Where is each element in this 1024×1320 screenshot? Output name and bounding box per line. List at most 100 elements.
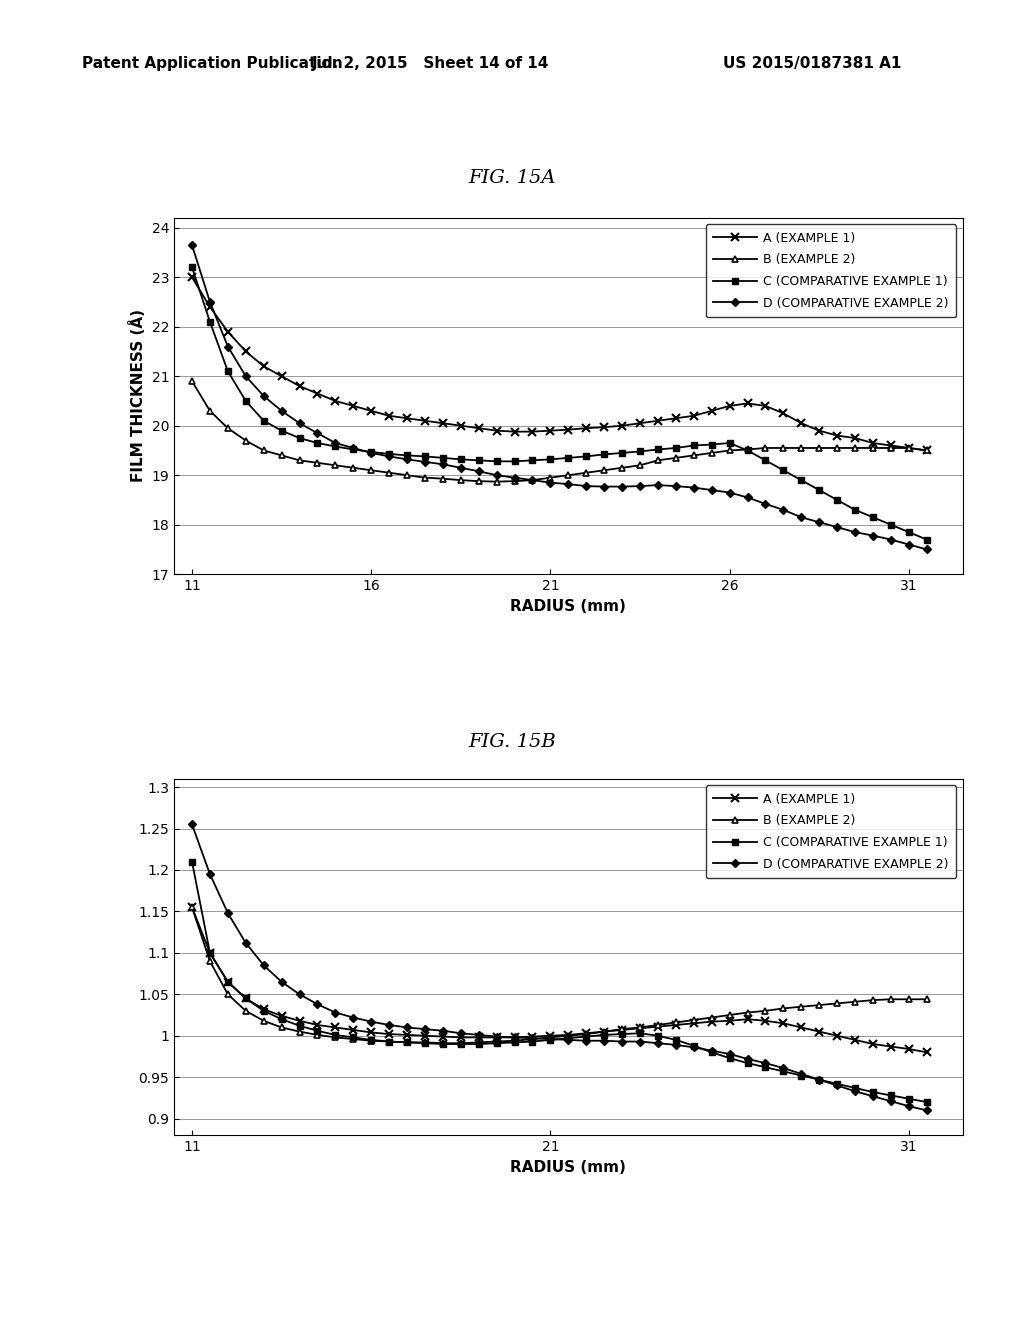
C (COMPARATIVE EXAMPLE 1) bbox=[311, 1023, 324, 1039]
A (EXAMPLE 1) bbox=[813, 422, 825, 438]
D (COMPARATIVE EXAMPLE 2) bbox=[366, 445, 378, 461]
C (COMPARATIVE EXAMPLE 1) bbox=[634, 1026, 646, 1041]
D (COMPARATIVE EXAMPLE 2) bbox=[706, 482, 718, 498]
D (COMPARATIVE EXAMPLE 2) bbox=[311, 425, 324, 441]
D (COMPARATIVE EXAMPLE 2) bbox=[509, 470, 521, 486]
B (EXAMPLE 2) bbox=[616, 1022, 629, 1038]
A (EXAMPLE 1) bbox=[347, 399, 359, 414]
B (EXAMPLE 2) bbox=[885, 440, 897, 455]
B (EXAMPLE 2) bbox=[455, 1035, 467, 1051]
C (COMPARATIVE EXAMPLE 1) bbox=[293, 1018, 305, 1034]
Line: A (EXAMPLE 1): A (EXAMPLE 1) bbox=[187, 903, 931, 1056]
D (COMPARATIVE EXAMPLE 2) bbox=[347, 1010, 359, 1026]
D (COMPARATIVE EXAMPLE 2) bbox=[616, 479, 629, 495]
B (EXAMPLE 2) bbox=[240, 433, 252, 449]
D (COMPARATIVE EXAMPLE 2) bbox=[741, 1051, 754, 1067]
D (COMPARATIVE EXAMPLE 2) bbox=[473, 463, 485, 479]
C (COMPARATIVE EXAMPLE 1) bbox=[580, 449, 592, 465]
C (COMPARATIVE EXAMPLE 1) bbox=[885, 1088, 897, 1104]
C (COMPARATIVE EXAMPLE 1) bbox=[616, 445, 629, 461]
C (COMPARATIVE EXAMPLE 1) bbox=[437, 1036, 450, 1052]
C (COMPARATIVE EXAMPLE 1) bbox=[419, 449, 431, 465]
A (EXAMPLE 1) bbox=[509, 1030, 521, 1045]
B (EXAMPLE 2) bbox=[419, 1035, 431, 1051]
B (EXAMPLE 2) bbox=[347, 1031, 359, 1047]
D (COMPARATIVE EXAMPLE 2) bbox=[275, 974, 288, 990]
A (EXAMPLE 1) bbox=[849, 430, 861, 446]
C (COMPARATIVE EXAMPLE 1) bbox=[383, 446, 395, 462]
C (COMPARATIVE EXAMPLE 1) bbox=[185, 259, 198, 276]
D (COMPARATIVE EXAMPLE 2) bbox=[545, 475, 557, 491]
A (EXAMPLE 1) bbox=[706, 403, 718, 418]
A (EXAMPLE 1) bbox=[330, 393, 342, 409]
D (COMPARATIVE EXAMPLE 2) bbox=[293, 416, 305, 432]
A (EXAMPLE 1) bbox=[526, 424, 539, 440]
C (COMPARATIVE EXAMPLE 1) bbox=[258, 1003, 270, 1019]
C (COMPARATIVE EXAMPLE 1) bbox=[526, 1034, 539, 1049]
D (COMPARATIVE EXAMPLE 2) bbox=[366, 1014, 378, 1030]
A (EXAMPLE 1) bbox=[419, 1028, 431, 1044]
B (EXAMPLE 2) bbox=[777, 1001, 790, 1016]
B (EXAMPLE 2) bbox=[634, 458, 646, 474]
B (EXAMPLE 2) bbox=[921, 442, 933, 458]
C (COMPARATIVE EXAMPLE 1) bbox=[796, 1068, 808, 1084]
D (COMPARATIVE EXAMPLE 2) bbox=[885, 1093, 897, 1109]
D (COMPARATIVE EXAMPLE 2) bbox=[616, 1034, 629, 1049]
C (COMPARATIVE EXAMPLE 1) bbox=[401, 447, 414, 463]
A (EXAMPLE 1) bbox=[760, 399, 772, 414]
B (EXAMPLE 2) bbox=[724, 442, 736, 458]
A (EXAMPLE 1) bbox=[401, 1027, 414, 1043]
B (EXAMPLE 2) bbox=[509, 474, 521, 490]
A (EXAMPLE 1) bbox=[866, 1036, 879, 1052]
B (EXAMPLE 2) bbox=[580, 465, 592, 480]
B (EXAMPLE 2) bbox=[741, 441, 754, 458]
D (COMPARATIVE EXAMPLE 2) bbox=[866, 528, 879, 544]
D (COMPARATIVE EXAMPLE 2) bbox=[545, 1031, 557, 1047]
B (EXAMPLE 2) bbox=[330, 1030, 342, 1045]
A (EXAMPLE 1) bbox=[490, 422, 503, 438]
C (COMPARATIVE EXAMPLE 1) bbox=[652, 441, 665, 458]
C (COMPARATIVE EXAMPLE 1) bbox=[866, 1084, 879, 1100]
D (COMPARATIVE EXAMPLE 2) bbox=[275, 403, 288, 418]
D (COMPARATIVE EXAMPLE 2) bbox=[490, 1028, 503, 1044]
B (EXAMPLE 2) bbox=[509, 1032, 521, 1048]
A (EXAMPLE 1) bbox=[849, 1032, 861, 1048]
B (EXAMPLE 2) bbox=[383, 1034, 395, 1049]
Line: A (EXAMPLE 1): A (EXAMPLE 1) bbox=[187, 273, 931, 454]
C (COMPARATIVE EXAMPLE 1) bbox=[760, 1060, 772, 1076]
A (EXAMPLE 1) bbox=[796, 416, 808, 432]
C (COMPARATIVE EXAMPLE 1) bbox=[366, 1032, 378, 1048]
D (COMPARATIVE EXAMPLE 2) bbox=[240, 368, 252, 384]
D (COMPARATIVE EXAMPLE 2) bbox=[330, 436, 342, 451]
A (EXAMPLE 1) bbox=[724, 1012, 736, 1028]
C (COMPARATIVE EXAMPLE 1) bbox=[240, 393, 252, 409]
D (COMPARATIVE EXAMPLE 2) bbox=[813, 515, 825, 531]
B (EXAMPLE 2) bbox=[760, 440, 772, 455]
D (COMPARATIVE EXAMPLE 2) bbox=[831, 1077, 844, 1093]
C (COMPARATIVE EXAMPLE 1) bbox=[221, 974, 233, 990]
B (EXAMPLE 2) bbox=[921, 991, 933, 1007]
B (EXAMPLE 2) bbox=[706, 1010, 718, 1026]
B (EXAMPLE 2) bbox=[275, 1019, 288, 1035]
A (EXAMPLE 1) bbox=[221, 974, 233, 990]
C (COMPARATIVE EXAMPLE 1) bbox=[258, 413, 270, 429]
Text: US 2015/0187381 A1: US 2015/0187381 A1 bbox=[723, 55, 901, 71]
D (COMPARATIVE EXAMPLE 2) bbox=[526, 1031, 539, 1047]
D (COMPARATIVE EXAMPLE 2) bbox=[562, 1032, 574, 1048]
C (COMPARATIVE EXAMPLE 1) bbox=[455, 451, 467, 467]
C (COMPARATIVE EXAMPLE 1) bbox=[598, 1027, 610, 1043]
D (COMPARATIVE EXAMPLE 2) bbox=[221, 906, 233, 921]
C (COMPARATIVE EXAMPLE 1) bbox=[490, 453, 503, 469]
A (EXAMPLE 1) bbox=[509, 424, 521, 440]
B (EXAMPLE 2) bbox=[813, 997, 825, 1012]
Line: C (COMPARATIVE EXAMPLE 1): C (COMPARATIVE EXAMPLE 1) bbox=[188, 264, 930, 543]
A (EXAMPLE 1) bbox=[866, 436, 879, 451]
C (COMPARATIVE EXAMPLE 1) bbox=[347, 441, 359, 458]
C (COMPARATIVE EXAMPLE 1) bbox=[670, 1032, 682, 1048]
C (COMPARATIVE EXAMPLE 1) bbox=[455, 1036, 467, 1052]
Text: FIG. 15B: FIG. 15B bbox=[468, 733, 556, 751]
B (EXAMPLE 2) bbox=[455, 473, 467, 488]
A (EXAMPLE 1) bbox=[311, 385, 324, 401]
X-axis label: RADIUS (mm): RADIUS (mm) bbox=[510, 598, 627, 614]
C (COMPARATIVE EXAMPLE 1) bbox=[275, 422, 288, 438]
